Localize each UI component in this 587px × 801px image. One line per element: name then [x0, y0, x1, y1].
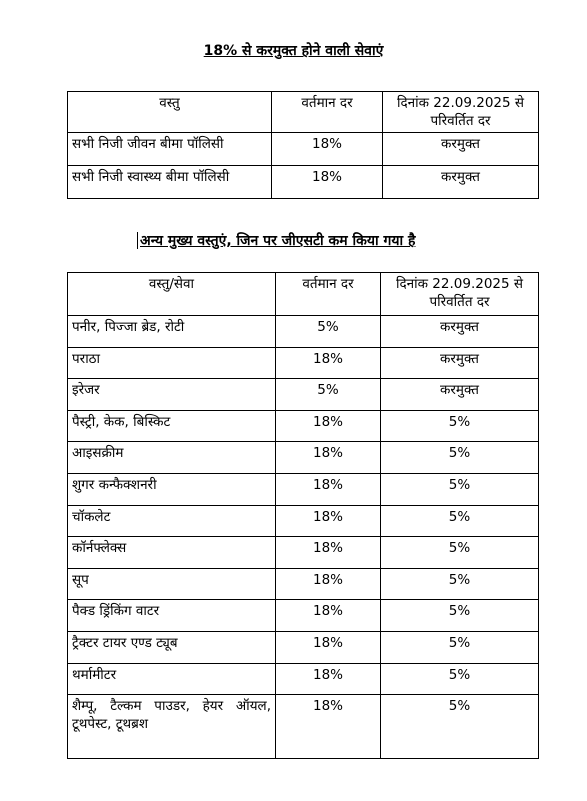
table-cell: शैम्पू, टैल्कम पाउडर, हेयर ऑयल, टूथपेस्ट…: [67, 694, 276, 760]
table-cell: 18%: [275, 694, 381, 760]
text-cursor: [137, 232, 138, 249]
table-row: सभी निजी स्वास्थ्य बीमा पॉलिसी 18% करमुक्त: [67, 165, 539, 199]
table-cell: थर्मामीटर: [67, 662, 276, 696]
table-row: चॉकलेट 18% 5%: [67, 504, 539, 538]
table-cell: शुगर कन्फैक्शनरी: [67, 472, 276, 506]
table-cell: 18%: [275, 346, 381, 380]
table-cell: वस्तु: [67, 91, 272, 133]
table-cell: इरेजर: [67, 378, 276, 411]
table-cell: पैक्ड ड्रिंकिंग वाटर: [67, 599, 276, 632]
table-cell: पैस्ट्री, केक, बिस्किट: [67, 409, 276, 443]
table-cell: 5%: [380, 504, 539, 538]
table-cell: 18%: [275, 504, 381, 538]
table-cell: 18%: [271, 132, 383, 166]
table-row: सभी निजी जीवन बीमा पॉलिसी 18% करमुक्त: [67, 132, 539, 166]
heading: अन्य मुख्य वस्तुएं, जिन पर जीएसटी कम किय…: [140, 233, 416, 249]
table-cell: कॉर्नफ्लेक्स: [67, 536, 276, 569]
table-row: वस्तु/सेवा वर्तमान दर दिनांक 22.09.2025 से…: [67, 272, 539, 316]
table-cell: 18%: [275, 630, 381, 664]
table-cell: दिनांक 22.09.2025 से परिवर्तित दर: [380, 272, 539, 316]
table-cell: 5%: [275, 315, 381, 348]
table-cell: 18%: [275, 472, 381, 506]
table-row: वस्तु वर्तमान दर दिनांक 22.09.2025 से परिव…: [67, 91, 539, 133]
table-cell: दिनांक 22.09.2025 से परिवर्तित दर: [382, 91, 539, 133]
table-cell: 18%: [275, 441, 381, 474]
table-cell: आइसक्रीम: [67, 441, 276, 474]
table-cell: 18%: [275, 409, 381, 443]
table-cell: 5%: [380, 409, 539, 443]
table-cell: ट्रैक्टर टायर एण्ड ट्यूब: [67, 630, 276, 664]
table-cell: 18%: [271, 165, 383, 199]
table-row: पैक्ड ड्रिंकिंग वाटर 18% 5%: [67, 599, 539, 632]
table-cell: सूप: [67, 567, 276, 601]
table-cell: 18%: [275, 536, 381, 569]
table-cell: 5%: [380, 630, 539, 664]
table-cell: करमुक्त: [380, 315, 539, 348]
table-cell: पराठा: [67, 346, 276, 380]
table-cell: 5%: [380, 662, 539, 696]
table-cell: 18%: [275, 599, 381, 632]
table-row: पैस्ट्री, केक, बिस्किट 18% 5%: [67, 409, 539, 443]
table-cell: वर्तमान दर: [271, 91, 383, 133]
table-row: आइसक्रीम 18% 5%: [67, 441, 539, 474]
table-row: सूप 18% 5%: [67, 567, 539, 601]
heading: 18% से करमुक्त होने वाली सेवाएं: [203, 43, 384, 59]
table-cell: वस्तु/सेवा: [67, 272, 276, 316]
table-cell: 5%: [275, 378, 381, 411]
table-row: शुगर कन्फैक्शनरी 18% 5%: [67, 472, 539, 506]
table-cell: 18%: [275, 567, 381, 601]
table-cell: 18%: [275, 662, 381, 696]
table-cell: 5%: [380, 441, 539, 474]
table: वस्तु वर्तमान दर दिनांक 22.09.2025 से परिव…: [67, 91, 539, 199]
table-row: इरेजर 5% करमुक्त: [67, 378, 539, 411]
table-cell: 5%: [380, 599, 539, 632]
table-row: थर्मामीटर 18% 5%: [67, 662, 539, 696]
table-cell: वर्तमान दर: [275, 272, 381, 316]
table: वस्तु/सेवा वर्तमान दर दिनांक 22.09.2025 से…: [67, 272, 539, 760]
table-cell: करमुक्त: [382, 132, 539, 166]
table-cell: करमुक्त: [380, 346, 539, 380]
table-row: कॉर्नफ्लेक्स 18% 5%: [67, 536, 539, 569]
table-cell: सभी निजी जीवन बीमा पॉलिसी: [67, 132, 272, 166]
table-cell: 5%: [380, 472, 539, 506]
table-row: पराठा 18% करमुक्त: [67, 346, 539, 380]
table-row: शैम्पू, टैल्कम पाउडर, हेयर ऑयल, टूथपेस्ट…: [67, 694, 539, 760]
table-cell: सभी निजी स्वास्थ्य बीमा पॉलिसी: [67, 165, 272, 199]
table-cell: पनीर, पिज्जा ब्रेड, रोटी: [67, 315, 276, 348]
table-cell: करमुक्त: [382, 165, 539, 199]
table-cell: 5%: [380, 536, 539, 569]
table-cell: 5%: [380, 694, 539, 760]
table-cell: चॉकलेट: [67, 504, 276, 538]
table-row: ट्रैक्टर टायर एण्ड ट्यूब 18% 5%: [67, 630, 539, 664]
table-cell: करमुक्त: [380, 378, 539, 411]
table-cell: 5%: [380, 567, 539, 601]
table-row: पनीर, पिज्जा ब्रेड, रोटी 5% करमुक्त: [67, 315, 539, 348]
